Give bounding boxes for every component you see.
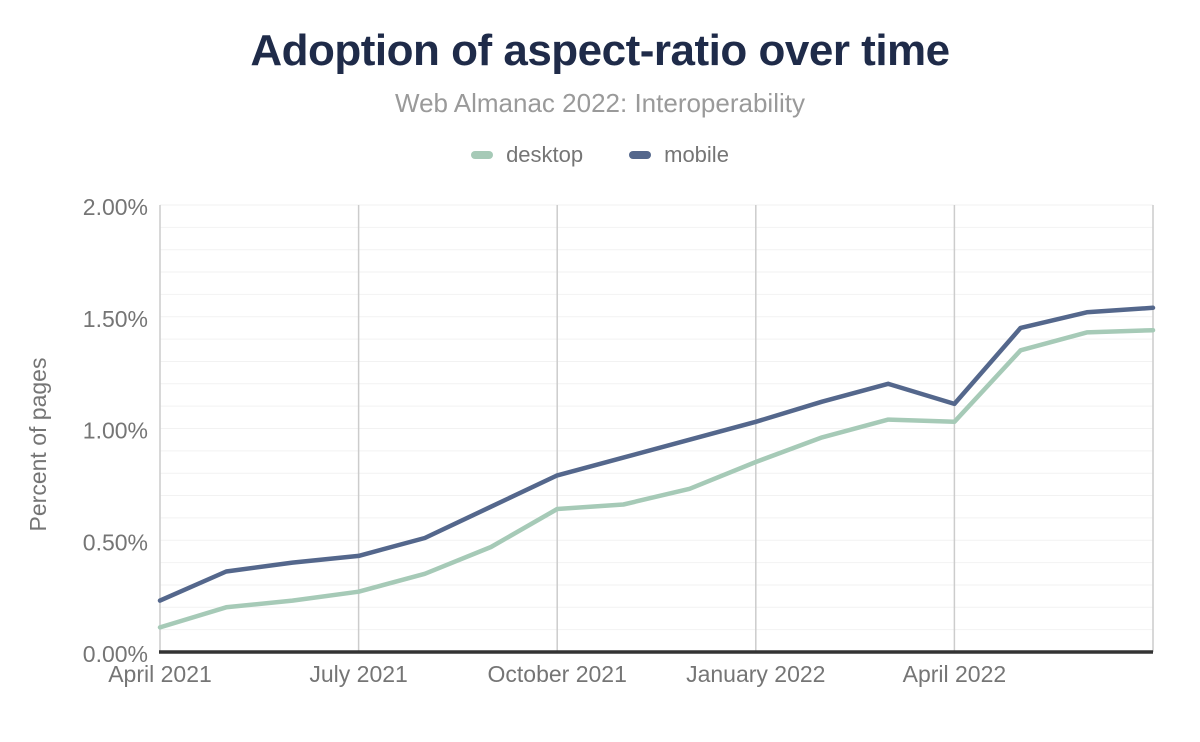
x-tick-label: July 2021 <box>309 661 407 687</box>
x-tick-label: April 2022 <box>903 661 1007 687</box>
series-line-mobile <box>157 305 1156 603</box>
legend-item-desktop: desktop <box>471 142 583 168</box>
y-tick-label: 1.00% <box>83 418 148 444</box>
mobile-series-swatch <box>629 151 652 159</box>
y-tick-label: 0.50% <box>83 529 148 555</box>
series-line-desktop <box>157 327 1156 630</box>
y-tick-label: 2.00% <box>83 194 148 220</box>
desktop-series-swatch <box>471 151 494 159</box>
desktop-series-label: desktop <box>506 142 584 167</box>
y-tick-label: 1.50% <box>83 306 148 332</box>
mobile-series-label: mobile <box>664 142 729 167</box>
y-axis-title: Percent of pages <box>25 358 51 532</box>
x-tick-label: April 2021 <box>108 661 212 687</box>
legend-item-mobile: mobile <box>629 142 729 168</box>
x-tick-label: January 2022 <box>686 661 825 687</box>
x-tick-label: October 2021 <box>488 661 627 687</box>
chart-subtitle: Web Almanac 2022: Interoperability <box>395 88 805 118</box>
chart-title: Adoption of aspect-ratio over time <box>250 26 950 75</box>
y-tick-label: 0.00% <box>83 641 148 667</box>
chart-legend: desktop mobile <box>0 142 1200 168</box>
